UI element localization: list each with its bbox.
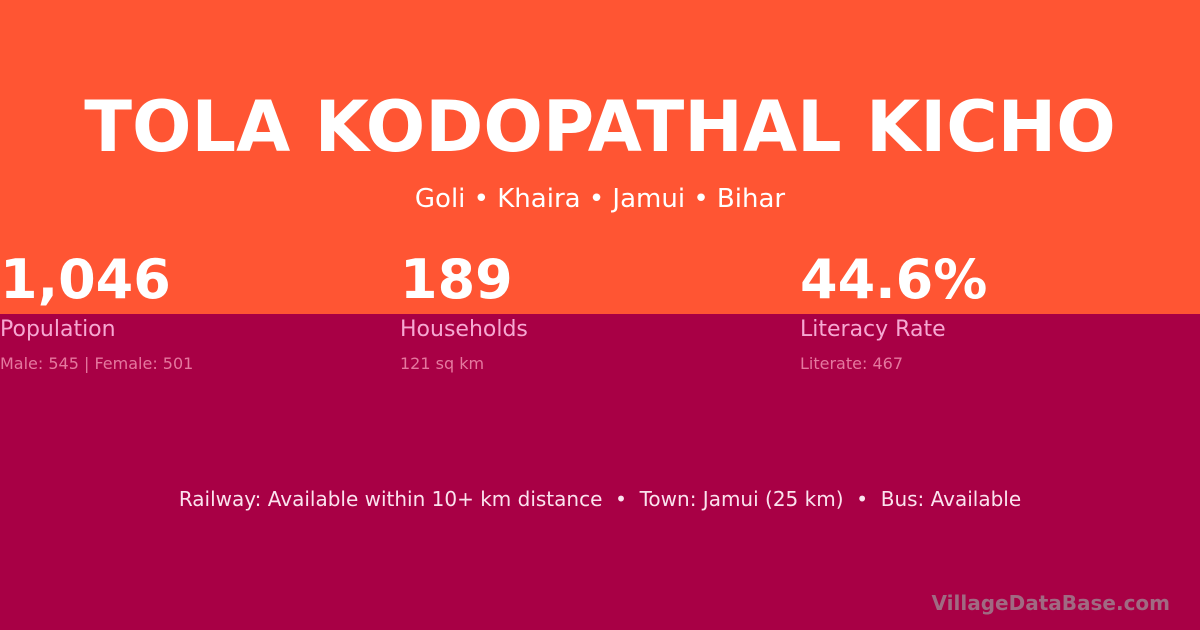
population-detail: Male: 545 | Female: 501 [0,354,194,373]
watermark-logo: VillageDataBase.com [931,591,1170,615]
literacy-detail: Literate: 467 [800,354,903,373]
location-breadcrumb: Goli • Khaira • Jamui • Bihar [414,184,786,214]
village-title: TOLA KODOPATHAL KICHO [84,86,1116,168]
literacy-value: 44.6% [800,248,988,311]
population-label: Population [0,317,116,342]
connectivity-info: Railway: Available within 10+ km distanc… [178,487,1022,511]
households-label: Households [400,317,528,342]
households-value: 189 [400,248,513,311]
households-detail: 121 sq km [400,354,485,373]
literacy-label: Literacy Rate [800,317,946,342]
header-band [0,0,1200,314]
population-value: 1,046 [0,248,171,311]
